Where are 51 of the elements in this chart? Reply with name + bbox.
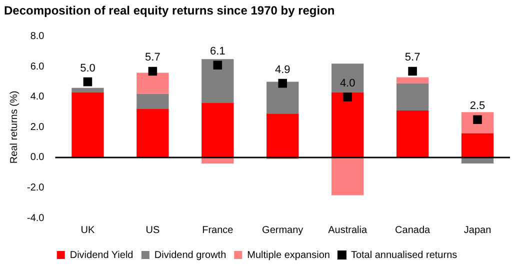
bar xyxy=(332,92,364,158)
legend-label: Total annualised returns xyxy=(350,250,458,261)
bar xyxy=(461,157,494,164)
y-tick-label: 8.0 xyxy=(30,31,45,42)
y-tick-label: -4.0 xyxy=(26,212,45,224)
point xyxy=(278,78,288,88)
data-label: 4.0 xyxy=(340,77,356,90)
bar xyxy=(396,83,429,111)
point xyxy=(83,77,92,86)
x-tick-label: US xyxy=(146,224,160,236)
bar xyxy=(136,94,169,110)
chart-title: Decomposition of real equity returns since 1970 by region xyxy=(4,4,335,18)
bar xyxy=(202,102,234,158)
legend-label: Dividend growth xyxy=(154,250,226,261)
x-tick-label: UK xyxy=(80,224,95,236)
y-tick-label: -2.0 xyxy=(26,182,45,194)
data-label: 5.7 xyxy=(404,52,420,64)
x-tick-label: Australia xyxy=(328,224,368,236)
x-tick-label: Germany xyxy=(262,224,304,236)
bar xyxy=(461,133,494,158)
y-tick-label: 6.0 xyxy=(30,61,45,72)
data-label: 4.9 xyxy=(274,64,290,76)
bar xyxy=(332,157,364,196)
x-tick-label: France xyxy=(202,224,234,236)
bar xyxy=(136,72,169,94)
bar xyxy=(72,88,104,92)
bar xyxy=(332,64,364,92)
x-tick-label: Canada xyxy=(395,224,430,236)
point xyxy=(408,66,417,76)
point xyxy=(213,60,222,70)
legend-label: Multiple expansion xyxy=(247,250,330,261)
y-tick-label: 0.0 xyxy=(30,152,45,164)
point xyxy=(148,66,158,76)
bar xyxy=(202,157,234,164)
bar xyxy=(202,59,234,103)
legend-label: Dividend Yield xyxy=(70,250,134,261)
data-label: 5.0 xyxy=(80,62,96,74)
bar xyxy=(72,92,104,158)
data-label: 5.7 xyxy=(145,52,160,64)
data-label: 6.1 xyxy=(210,46,226,58)
bar xyxy=(396,77,429,84)
bar xyxy=(396,110,429,158)
y-tick-label: 4.0 xyxy=(30,92,45,103)
x-tick-label: Japan xyxy=(464,224,492,236)
y-axis-title: Real returns (%) xyxy=(8,90,20,164)
bar xyxy=(266,114,299,158)
point xyxy=(343,92,352,102)
bar xyxy=(136,109,169,158)
bar xyxy=(266,82,299,114)
y-tick-label: 2.0 xyxy=(30,122,45,133)
data-label: 2.5 xyxy=(470,100,486,112)
